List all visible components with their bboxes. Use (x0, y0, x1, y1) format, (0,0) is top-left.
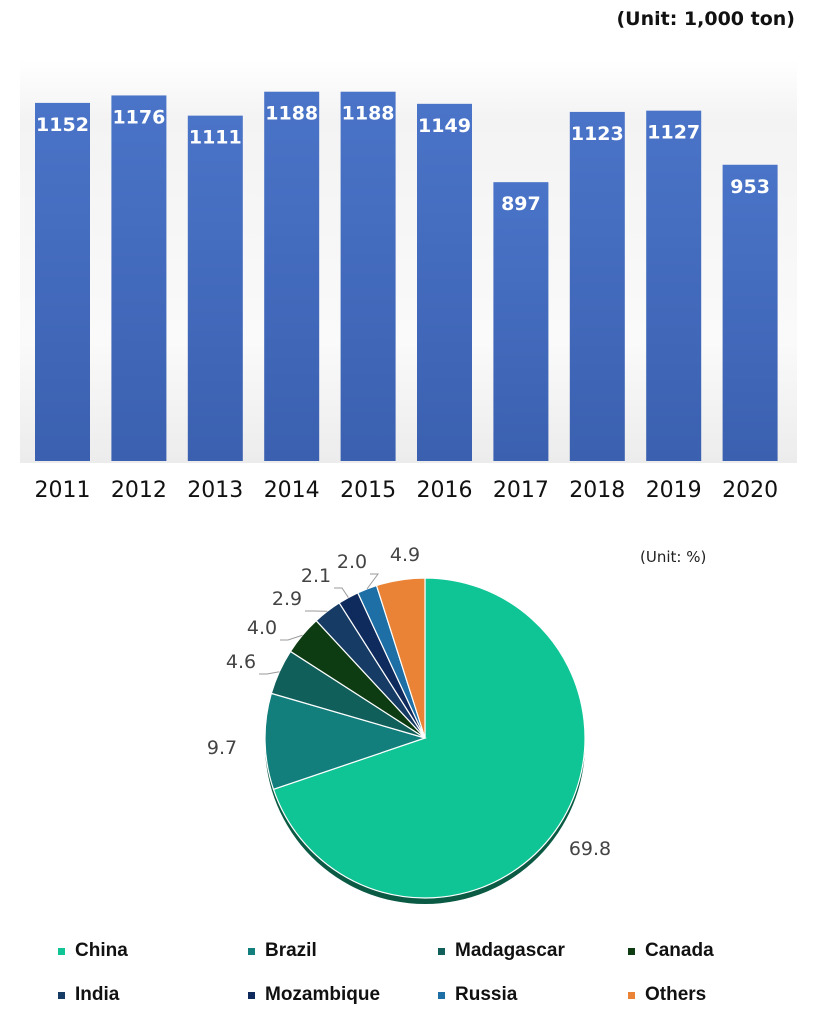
legend-label: India (75, 984, 120, 1005)
pie-value-label: 69.8 (569, 838, 611, 860)
x-tick-label: 2012 (111, 478, 167, 503)
legend-swatch (438, 991, 445, 999)
bar-2017 (493, 182, 549, 462)
bar-value-label: 897 (501, 193, 541, 215)
bar-value-label: 1176 (112, 106, 165, 128)
legend-item-russia: Russia (438, 984, 628, 1006)
bar-2015 (340, 91, 396, 462)
pie-slice-china (272, 577, 586, 899)
legend-swatch (248, 991, 255, 999)
legend-swatch (628, 991, 635, 999)
bar-value-label: 1152 (36, 114, 89, 136)
bar-value-label: 1149 (418, 115, 471, 137)
legend-label: Russia (455, 984, 518, 1005)
bar-value-label: 1123 (571, 123, 624, 145)
legend-label: Others (645, 984, 707, 1005)
bar-2016 (417, 103, 472, 461)
legend-item-mozambique: Mozambique (248, 984, 438, 1006)
bar-value-label: 1127 (647, 122, 700, 144)
pie-value-label: 4.9 (390, 544, 420, 566)
bar-value-label: 1111 (189, 127, 242, 149)
pie-value-label: 2.1 (301, 565, 331, 587)
x-tick-label: 2015 (340, 478, 396, 503)
legend-item-others: Others (628, 984, 808, 1006)
bar-2014 (264, 91, 320, 462)
bar-2018 (569, 111, 625, 461)
x-tick-label: 2016 (417, 478, 473, 503)
legend-swatch (628, 947, 635, 955)
bar-chart-unit-label: (Unit: 1,000 ton) (616, 8, 795, 30)
pie-slice-others (375, 577, 426, 739)
legend-label: Madagascar (455, 940, 565, 961)
pie-leader-line (280, 634, 303, 641)
legend-swatch (248, 947, 255, 955)
bar-value-label: 1188 (342, 103, 395, 125)
x-tick-label: 2013 (187, 478, 243, 503)
bar-2019 (646, 110, 702, 461)
legend-item-brazil: Brazil (248, 940, 438, 962)
pie-leader-line (334, 587, 349, 598)
x-tick-label: 2011 (35, 478, 91, 503)
pie-value-label: 9.7 (207, 737, 237, 759)
legend-label: Canada (645, 940, 714, 961)
bar-value-label: 953 (730, 176, 770, 198)
legend-item-canada: Canada (628, 940, 808, 962)
x-tick-label: 2017 (493, 478, 549, 503)
pie-chart-unit-label: (Unit: %) (640, 548, 707, 566)
legend-label: Mozambique (265, 984, 381, 1005)
legend-item-india: India (58, 984, 248, 1006)
legend-item-china: China (58, 940, 248, 962)
legend-label: Brazil (265, 940, 317, 961)
pie-slice-brazil (264, 692, 427, 791)
bar-value-label: 1188 (265, 103, 318, 125)
legend-item-madagascar: Madagascar (438, 940, 628, 962)
pie-legend: China Brazil Madagascar Canada India Mozambiq… (58, 940, 817, 1006)
bar-chart: 1152 2011 1176 2012 1111 2013 1188 2014 1188 2015… (20, 60, 797, 503)
legend-swatch (58, 991, 65, 999)
pie-value-label: 4.0 (247, 617, 277, 639)
x-tick-label: 2014 (264, 478, 320, 503)
x-tick-label: 2018 (569, 478, 625, 503)
legend-swatch (438, 947, 445, 955)
bar-2013 (187, 115, 243, 461)
x-tick-label: 2020 (722, 478, 778, 503)
pie-leader-line (366, 573, 379, 590)
bar-2012 (111, 95, 167, 462)
pie-chart: 69.8 9.7 4.6 4.0 2.92.1 2.0 4.9 (207, 544, 611, 904)
legend-label: China (75, 940, 128, 961)
pie-value-label: 2.9 (272, 588, 302, 610)
pie-leader-line (259, 671, 280, 675)
legend-swatch (58, 947, 65, 955)
pie-value-label: 2.0 (337, 551, 367, 573)
x-tick-label: 2019 (646, 478, 702, 503)
bar-2011 (35, 102, 90, 461)
pie-value-label: 4.6 (226, 651, 256, 673)
bar-2020 (722, 164, 778, 461)
